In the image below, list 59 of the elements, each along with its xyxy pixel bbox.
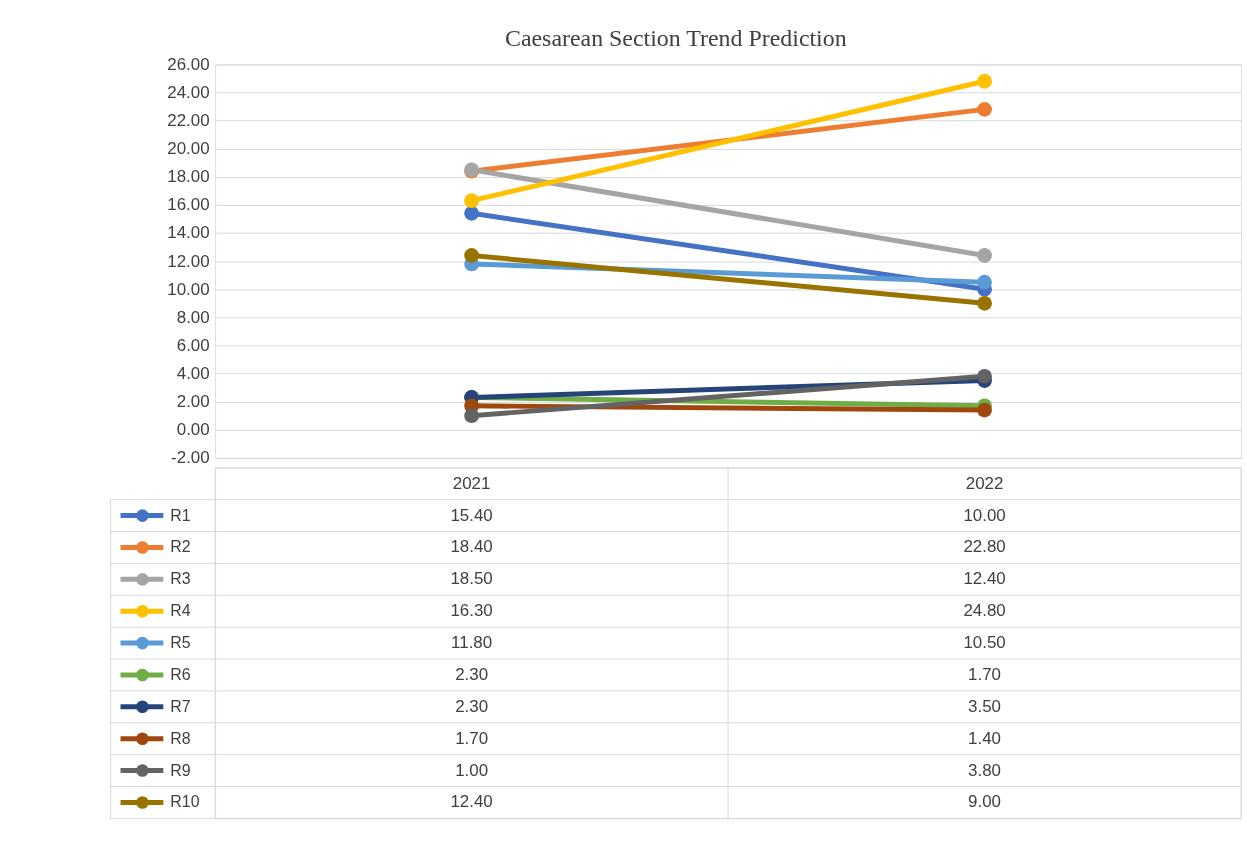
legend-label: R4 — [170, 602, 191, 620]
y-tick-label: 4.00 — [176, 363, 210, 383]
data-label: 10.00 — [963, 505, 1006, 525]
data-label: 22.80 — [963, 537, 1006, 557]
data-label: 2.30 — [455, 664, 489, 684]
y-tick-label: -2.00 — [171, 448, 210, 468]
legend-label: R8 — [170, 729, 191, 747]
y-tick-label: 26.00 — [167, 54, 210, 74]
y-tick-label: 18.00 — [167, 167, 210, 187]
point — [977, 274, 992, 290]
data-label: 12.40 — [963, 569, 1006, 589]
data-label: 3.50 — [968, 696, 1002, 716]
point — [977, 402, 992, 418]
data-label: 15.40 — [450, 505, 493, 525]
x-tick-label: 2022 — [965, 473, 1004, 493]
y-tick-label: 0.00 — [176, 420, 210, 440]
y-tick-label: 24.00 — [167, 82, 210, 102]
x-tick-label: 2021 — [452, 473, 491, 493]
data-label: 18.40 — [450, 537, 493, 557]
y-tick-label: 6.00 — [176, 335, 210, 355]
data-label: 1.00 — [455, 760, 489, 780]
legend-label: R1 — [170, 506, 191, 524]
legend-label: R10 — [170, 793, 200, 811]
legend-label: R9 — [170, 761, 191, 779]
data-label: 24.80 — [963, 601, 1006, 621]
point — [977, 295, 992, 311]
y-tick-label: 12.00 — [167, 251, 210, 271]
y-tick-label: 14.00 — [167, 223, 210, 243]
point — [977, 73, 992, 89]
legend-label: R6 — [170, 665, 191, 683]
data-label: 10.50 — [963, 633, 1006, 653]
chart-title: Caesarean Section Trend Prediction — [504, 24, 847, 51]
data-label: 1.70 — [968, 664, 1002, 684]
legend-label: R5 — [170, 634, 191, 652]
point — [977, 248, 992, 263]
legend-label: R2 — [170, 538, 191, 556]
data-label: 11.80 — [451, 633, 493, 653]
point — [464, 193, 479, 209]
data-label: 16.30 — [450, 601, 493, 621]
y-tick-label: 22.00 — [167, 111, 210, 131]
legend-label: R7 — [170, 697, 191, 715]
data-label: 3.80 — [968, 760, 1002, 780]
point — [464, 248, 479, 263]
y-tick-label: 20.00 — [167, 139, 210, 159]
data-label: 18.50 — [450, 569, 493, 589]
data-label: 12.40 — [450, 792, 493, 812]
y-tick-label: 8.00 — [176, 307, 210, 327]
data-label: 1.70 — [455, 728, 489, 748]
point — [977, 101, 992, 117]
point — [977, 368, 992, 384]
data-label: 9.00 — [968, 792, 1002, 812]
y-tick-label: 16.00 — [167, 195, 210, 215]
data-label: 1.40 — [968, 728, 1002, 748]
data-label: 2.30 — [455, 696, 489, 716]
point — [464, 205, 479, 221]
legend-label: R3 — [170, 570, 191, 588]
y-tick-label: 2.00 — [176, 392, 210, 412]
point — [464, 408, 479, 424]
y-tick-label: 10.00 — [167, 279, 210, 299]
